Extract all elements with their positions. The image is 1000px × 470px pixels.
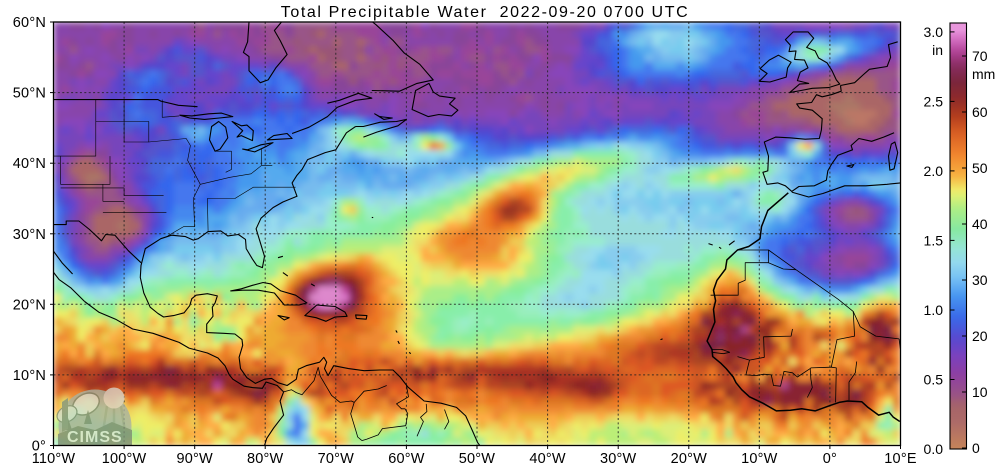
- svg-text:0°: 0°: [32, 439, 46, 455]
- svg-text:30°W: 30°W: [600, 451, 637, 467]
- svg-text:CIMSS: CIMSS: [67, 429, 123, 446]
- svg-text:80°W: 80°W: [247, 451, 284, 467]
- svg-text:70: 70: [972, 48, 988, 64]
- svg-text:2.5: 2.5: [924, 93, 944, 109]
- svg-text:100°W: 100°W: [102, 451, 147, 467]
- svg-text:50: 50: [972, 160, 988, 176]
- svg-text:1.5: 1.5: [924, 232, 944, 248]
- svg-text:1.0: 1.0: [924, 302, 944, 318]
- svg-text:20: 20: [972, 328, 988, 344]
- svg-text:2.0: 2.0: [924, 163, 944, 179]
- svg-text:30: 30: [972, 272, 988, 288]
- svg-text:40°N: 40°N: [13, 156, 46, 172]
- svg-text:0°: 0°: [823, 451, 837, 467]
- svg-text:40: 40: [972, 216, 988, 232]
- svg-text:10°E: 10°E: [884, 451, 917, 467]
- svg-text:10°W: 10°W: [741, 451, 778, 467]
- svg-text:20°W: 20°W: [671, 451, 708, 467]
- svg-text:3.0: 3.0: [924, 24, 944, 40]
- svg-text:mm: mm: [972, 66, 995, 82]
- svg-text:in: in: [932, 42, 943, 58]
- svg-text:50°N: 50°N: [13, 86, 46, 102]
- svg-text:90°W: 90°W: [176, 451, 213, 467]
- svg-text:40°W: 40°W: [529, 451, 566, 467]
- svg-text:30°N: 30°N: [13, 227, 46, 243]
- svg-text:50°W: 50°W: [459, 451, 496, 467]
- svg-text:10°N: 10°N: [13, 368, 46, 384]
- svg-text:0.5: 0.5: [924, 372, 944, 388]
- svg-text:70°W: 70°W: [318, 451, 355, 467]
- svg-text:0.0: 0.0: [924, 441, 944, 457]
- svg-text:110°W: 110°W: [32, 451, 76, 467]
- svg-text:60°W: 60°W: [388, 451, 425, 467]
- svg-text:60: 60: [972, 104, 988, 120]
- svg-text:Total Precipitable Water 2022: Total Precipitable Water 2022-09-20 0700…: [281, 4, 689, 21]
- svg-text:10: 10: [972, 384, 988, 400]
- svg-text:60°N: 60°N: [13, 15, 46, 31]
- svg-text:20°N: 20°N: [13, 297, 46, 313]
- svg-text:0: 0: [972, 440, 980, 456]
